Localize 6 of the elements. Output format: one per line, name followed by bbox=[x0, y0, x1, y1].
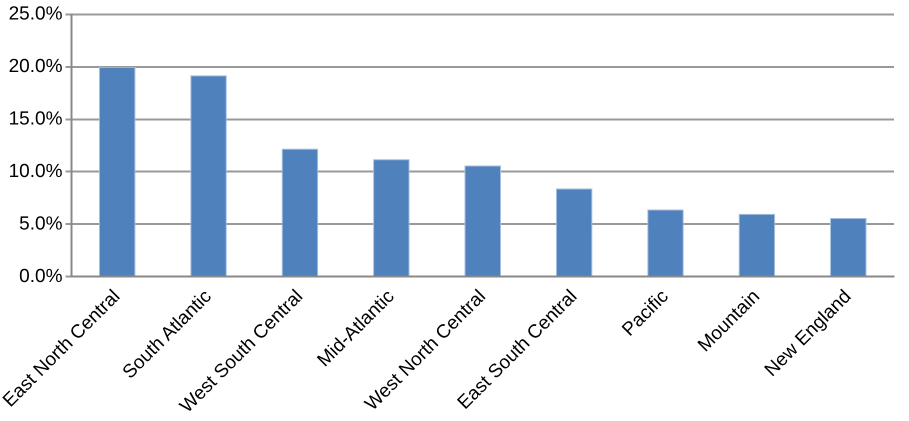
y-tick-label: 0.0% bbox=[19, 266, 63, 287]
y-tick-label: 10.0% bbox=[8, 160, 63, 182]
y-tick-label: 15.0% bbox=[8, 108, 63, 130]
y-tick-label: 5.0% bbox=[19, 213, 63, 234]
y-tick-label: 25.0% bbox=[8, 4, 63, 25]
y-tick-label: 20.0% bbox=[8, 56, 63, 78]
